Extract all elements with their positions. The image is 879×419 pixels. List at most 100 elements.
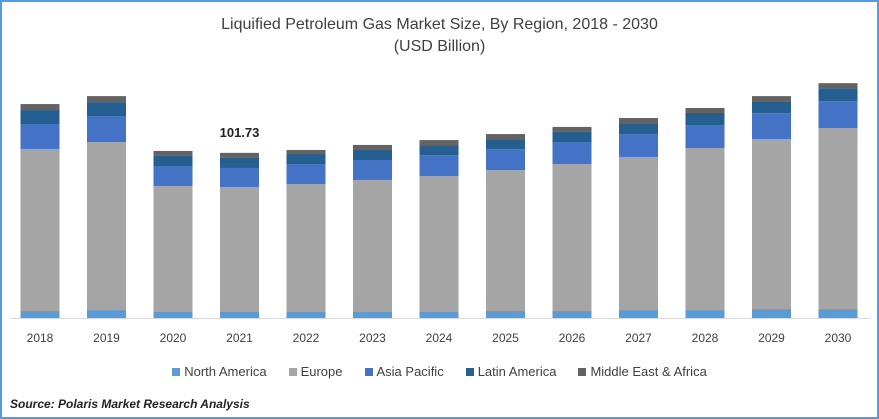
bar-segment-north-america-2027 [619, 310, 658, 318]
chart-subtitle: (USD Billion) [393, 38, 486, 55]
bar-segment-middle-east-africa-2024 [419, 140, 459, 146]
x-tick-label: 2019 [93, 331, 120, 345]
bar-segment-europe-2023 [353, 179, 392, 312]
bar-segment-europe-2024 [419, 176, 459, 312]
bar-segment-asia-pacific-2026 [552, 142, 592, 165]
data-label: 101.73 [220, 125, 260, 140]
bar-segment-middle-east-africa-2020 [153, 150, 193, 156]
bar-segment-asia-pacific-2028 [685, 124, 725, 149]
legend-label: Latin America [477, 364, 557, 379]
legend: North America Europe Asia Pacific Latin … [2, 364, 877, 379]
bar-segment-north-america-2028 [685, 310, 725, 318]
legend-label: Europe [300, 364, 343, 379]
bar-segment-asia-pacific-2025 [486, 149, 525, 171]
bar-segment-middle-east-africa-2021 [220, 152, 259, 158]
bar-segment-latin-america-2027 [619, 124, 658, 135]
bar-segment-latin-america-2028 [685, 112, 725, 125]
x-tick-label: 2026 [559, 331, 586, 345]
legend-label: Middle East & Africa [590, 364, 707, 379]
bar-segment-latin-america-2023 [353, 149, 392, 161]
bar-segment-north-america-2018 [20, 311, 60, 318]
bar-segment-europe-2028 [685, 148, 725, 311]
legend-item-north-america: North America [172, 364, 267, 379]
x-tick-label: 2028 [692, 331, 719, 345]
bar-segment-north-america-2029 [752, 309, 791, 318]
bar-segment-north-america-2023 [353, 311, 392, 318]
bar-segment-latin-america-2024 [419, 145, 459, 156]
x-tick-label: 2022 [293, 331, 320, 345]
x-tick-label: 2025 [492, 331, 519, 345]
bar-segment-asia-pacific-2029 [752, 113, 791, 140]
x-tick-label: 2027 [625, 331, 652, 345]
x-tick-label: 2024 [426, 331, 453, 345]
bar-segment-north-america-2030 [818, 309, 858, 318]
bar-segment-middle-east-africa-2028 [685, 107, 725, 113]
bar-segment-north-america-2020 [153, 311, 193, 318]
bar-segment-north-america-2021 [220, 311, 259, 318]
bar-segment-asia-pacific-2024 [419, 155, 459, 177]
bar-segment-latin-america-2021 [220, 157, 259, 168]
bar-segment-europe-2021 [220, 186, 259, 312]
x-tick-label: 2021 [226, 331, 253, 345]
bar-segment-north-america-2022 [286, 311, 326, 318]
x-tick-label: 2020 [160, 331, 187, 345]
bar-segment-europe-2022 [286, 184, 326, 312]
legend-item-middle-east-africa: Middle East & Africa [578, 364, 707, 379]
bar-segment-europe-2030 [818, 128, 858, 310]
bar-segment-north-america-2019 [87, 310, 126, 318]
bar-segment-middle-east-africa-2027 [619, 118, 658, 125]
bar-segment-asia-pacific-2019 [87, 116, 126, 143]
x-tick-label: 2029 [758, 331, 785, 345]
bar-segment-europe-2026 [552, 164, 592, 312]
bar-segment-asia-pacific-2023 [353, 160, 392, 180]
legend-swatch [364, 367, 373, 376]
legend-item-europe: Europe [288, 364, 343, 379]
bar-segment-europe-2027 [619, 157, 658, 311]
bar-segment-latin-america-2026 [552, 131, 592, 143]
legend-swatch [578, 367, 587, 376]
bar-segment-asia-pacific-2018 [20, 124, 60, 149]
legend-label: Asia Pacific [376, 364, 444, 379]
bar-segment-north-america-2025 [486, 311, 525, 318]
bar-segment-middle-east-africa-2018 [20, 104, 60, 111]
bar-segment-middle-east-africa-2022 [286, 149, 326, 155]
source-note: Source: Polaris Market Research Analysis [10, 397, 250, 411]
bar-segment-asia-pacific-2030 [818, 101, 858, 129]
bar-segment-middle-east-africa-2029 [752, 96, 791, 102]
bar-segment-europe-2029 [752, 139, 791, 310]
bar-segment-north-america-2026 [552, 311, 592, 318]
bar-segment-europe-2020 [153, 185, 193, 312]
x-tick-label: 2018 [27, 331, 54, 345]
bar-segment-europe-2018 [20, 148, 60, 312]
legend-item-asia-pacific: Asia Pacific [364, 364, 444, 379]
legend-swatch [465, 367, 474, 376]
bar-segment-europe-2025 [486, 170, 525, 312]
bar-segment-asia-pacific-2022 [286, 164, 326, 185]
bar-segment-asia-pacific-2020 [153, 166, 193, 186]
bar-segment-latin-america-2025 [486, 139, 525, 150]
bar-segment-north-america-2024 [419, 311, 459, 318]
bar-segment-latin-america-2030 [818, 88, 858, 102]
bar-segment-middle-east-africa-2025 [486, 134, 525, 140]
bar-segment-latin-america-2022 [286, 154, 326, 165]
bar-segment-middle-east-africa-2026 [552, 126, 592, 132]
x-tick-label: 2030 [825, 331, 852, 345]
bar-segment-middle-east-africa-2019 [87, 96, 126, 103]
legend-swatch [288, 367, 297, 376]
legend-label: North America [184, 364, 267, 379]
bar-segment-latin-america-2029 [752, 101, 791, 114]
legend-swatch [172, 367, 181, 376]
x-tick-label: 2023 [359, 331, 386, 345]
bar-segment-europe-2019 [87, 142, 126, 311]
bar-segment-latin-america-2019 [87, 102, 126, 117]
bar-segment-middle-east-africa-2023 [353, 144, 392, 150]
bar-segment-asia-pacific-2021 [220, 167, 259, 187]
bar-segment-asia-pacific-2027 [619, 134, 658, 158]
bar-segment-latin-america-2018 [20, 110, 60, 125]
legend-item-latin-america: Latin America [465, 364, 557, 379]
chart-title: Liquified Petroleum Gas Market Size, By … [221, 16, 658, 33]
bar-segment-latin-america-2020 [153, 155, 193, 167]
bar-segment-middle-east-africa-2030 [818, 83, 858, 89]
